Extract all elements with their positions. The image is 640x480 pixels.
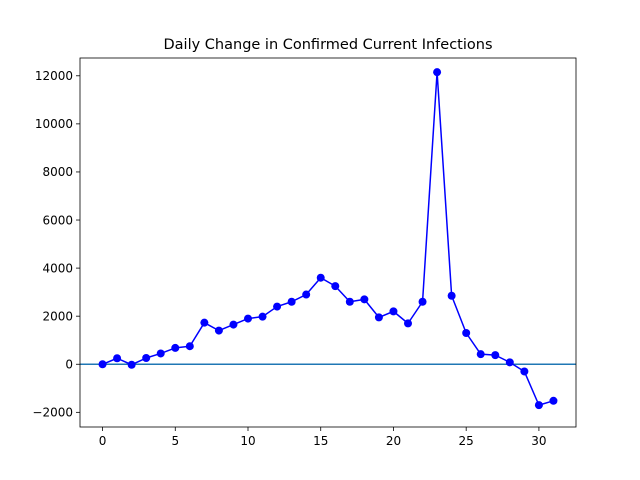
x-tick-label: 10 [240,434,255,448]
axes: 0 5 10 15 20 25 30 −2000 0 2000 4000 6000 8000 10000 1… [32,57,577,448]
data-point [549,396,558,405]
data-point [171,343,180,352]
y-tick-label: 4000 [42,261,73,275]
y-tick-label: 2000 [42,309,73,323]
data-point [331,282,340,291]
data-point [389,307,398,316]
plot-frame [79,57,577,428]
data-point [200,318,209,327]
data-point [185,342,194,351]
plot-inner [80,68,576,410]
data-point [287,297,296,306]
data-point [418,297,427,306]
data-point [127,360,136,369]
x-tick-label: 25 [459,434,474,448]
data-point [244,314,252,323]
data-point [491,351,500,360]
data-point [229,320,238,329]
data-point [316,273,325,282]
data-point [360,295,369,304]
data-point [374,313,383,322]
data-point [404,319,412,328]
data-point [142,354,151,363]
x-tick-label: 0 [99,434,107,448]
data-point [302,290,311,299]
data-point [520,367,529,376]
data-point [98,360,107,369]
data-point [462,329,471,338]
data-point [156,349,165,358]
plot-area [80,68,576,410]
series-line [102,71,554,406]
data-point [433,68,442,77]
data-point [534,401,543,410]
data-point [214,326,223,335]
data-point [258,312,267,321]
chart-title: Daily Change in Confirmed Current Infect… [164,37,493,53]
y-tick-label: 6000 [42,213,73,227]
y-tick-label: −2000 [32,406,73,420]
data-point [345,297,354,306]
data-point [476,350,485,359]
data-point [113,354,122,363]
y-tick-label: 8000 [42,165,73,179]
x-tick-label: 30 [531,434,546,448]
x-tick-label: 5 [171,434,179,448]
data-point [505,358,514,367]
y-tick-label: 10000 [35,117,73,131]
data-point [447,291,456,300]
data-point [273,302,282,311]
y-tick-label: 12000 [35,69,73,83]
x-tick-label: 15 [313,434,328,448]
y-tick-label: 0 [65,358,73,372]
x-tick-label: 20 [386,434,401,448]
